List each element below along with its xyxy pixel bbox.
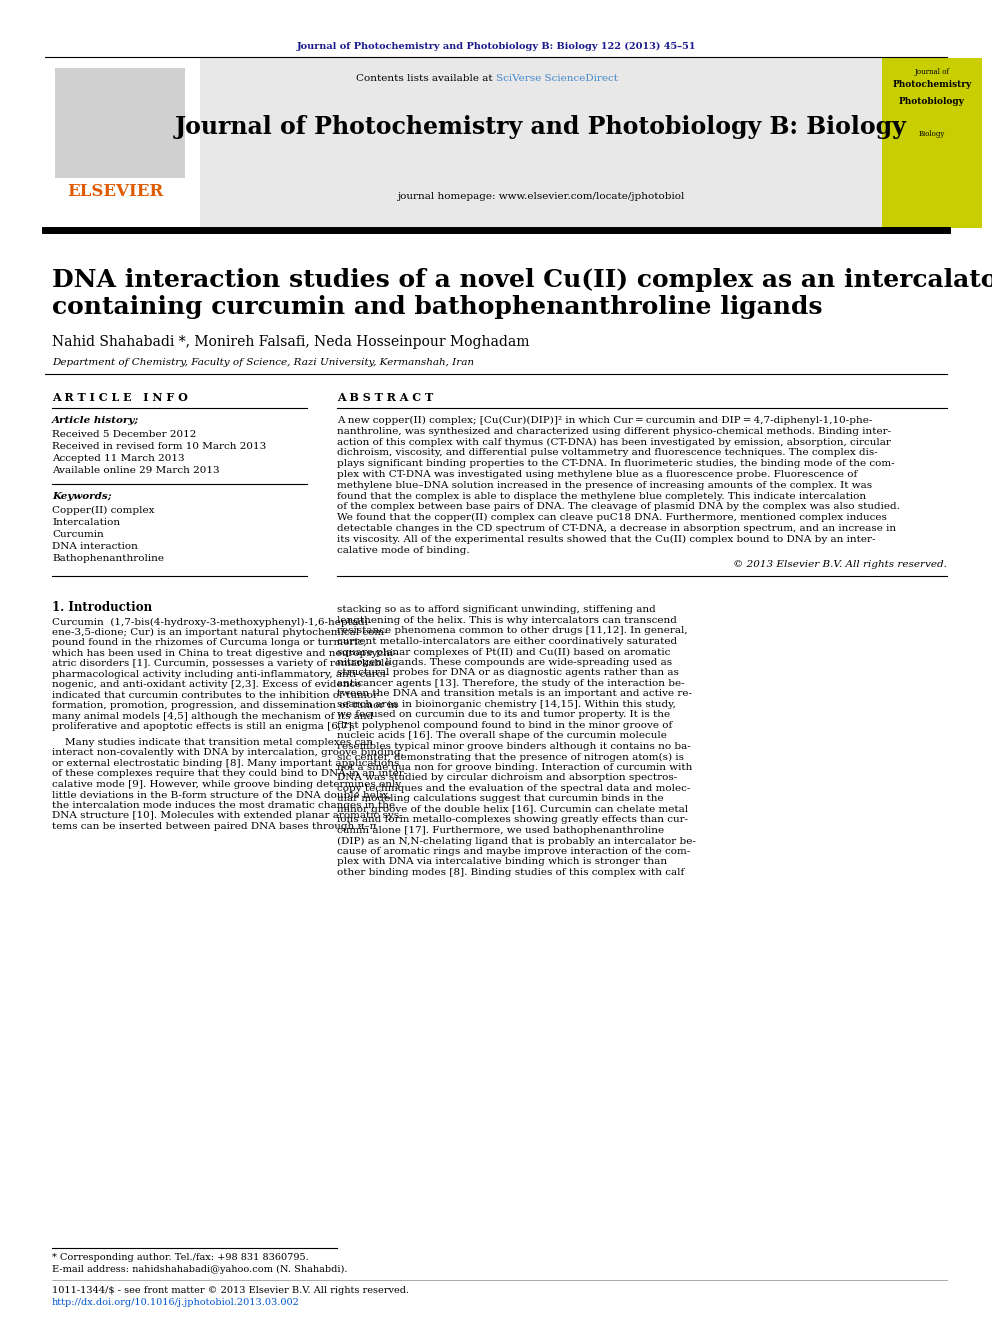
Text: Journal of: Journal of — [915, 67, 949, 75]
Text: containing curcumin and bathophenanthroline ligands: containing curcumin and bathophenanthrol… — [52, 295, 822, 319]
Text: not a sine qua non for groove binding. Interaction of curcumin with: not a sine qua non for groove binding. I… — [337, 763, 692, 771]
Text: methylene blue–DNA solution increased in the presence of increasing amounts of t: methylene blue–DNA solution increased in… — [337, 480, 872, 490]
Text: (DIP) as an N,N-chelating ligand that is probably an intercalator be-: (DIP) as an N,N-chelating ligand that is… — [337, 836, 695, 845]
Text: pharmacological activity including anti-inflammatory, anti-carci-: pharmacological activity including anti-… — [52, 669, 389, 679]
Text: 1011-1344/$ - see front matter © 2013 Elsevier B.V. All rights reserved.: 1011-1344/$ - see front matter © 2013 El… — [52, 1286, 409, 1295]
Text: detectable changes in the CD spectrum of CT-DNA, a decrease in absorption spectr: detectable changes in the CD spectrum of… — [337, 524, 896, 533]
Text: found that the complex is able to displace the methylene blue completely. This i: found that the complex is able to displa… — [337, 492, 866, 500]
Text: stacking so as to afford significant unwinding, stiffening and: stacking so as to afford significant unw… — [337, 606, 656, 614]
Text: indicated that curcumin contributes to the inhibition of tumor: indicated that curcumin contributes to t… — [52, 691, 378, 700]
Text: square planar complexes of Pt(II) and Cu(II) based on aromatic: square planar complexes of Pt(II) and Cu… — [337, 647, 671, 656]
Text: pound found in the rhizomes of Curcuma longa or turmeric,: pound found in the rhizomes of Curcuma l… — [52, 639, 367, 647]
Text: tween the DNA and transition metals is an important and active re-: tween the DNA and transition metals is a… — [337, 689, 692, 699]
Text: many animal models [4,5] although the mechanism of its and: many animal models [4,5] although the me… — [52, 712, 373, 721]
Text: copy techniques and the evaluation of the spectral data and molec-: copy techniques and the evaluation of th… — [337, 785, 690, 792]
Text: first polyphenol compound found to bind in the minor groove of: first polyphenol compound found to bind … — [337, 721, 673, 730]
Text: A B S T R A C T: A B S T R A C T — [337, 392, 434, 404]
Text: Department of Chemistry, Faculty of Science, Razi University, Kermanshah, Iran: Department of Chemistry, Faculty of Scie… — [52, 359, 474, 366]
Text: we focused on curcumin due to its and tumor property. It is the: we focused on curcumin due to its and tu… — [337, 710, 671, 720]
Text: minor groove of the double helix [16]. Curcumin can chelate metal: minor groove of the double helix [16]. C… — [337, 804, 688, 814]
Text: nanthroline, was synthesized and characterized using different physico-chemical : nanthroline, was synthesized and charact… — [337, 427, 891, 435]
Text: Photochemistry: Photochemistry — [893, 79, 971, 89]
Text: nitrogen ligands. These compounds are wide-spreading used as: nitrogen ligands. These compounds are wi… — [337, 658, 673, 667]
Text: nucleic acids [16]. The overall shape of the curcumin molecule: nucleic acids [16]. The overall shape of… — [337, 732, 667, 741]
Text: plex with DNA via intercalative binding which is stronger than: plex with DNA via intercalative binding … — [337, 857, 668, 867]
Text: resistance phenomena common to other drugs [11,12]. In general,: resistance phenomena common to other dru… — [337, 626, 687, 635]
Text: Many studies indicate that transition metal complexes can: Many studies indicate that transition me… — [52, 738, 373, 747]
Text: resembles typical minor groove binders although it contains no ba-: resembles typical minor groove binders a… — [337, 742, 690, 751]
Text: 1. Introduction: 1. Introduction — [52, 602, 152, 614]
Text: structural probes for DNA or as diagnostic agents rather than as: structural probes for DNA or as diagnost… — [337, 668, 679, 677]
Text: plays significant binding properties to the CT-DNA. In fluorimeteric studies, th: plays significant binding properties to … — [337, 459, 895, 468]
Text: Photobiology: Photobiology — [899, 97, 965, 106]
Text: Curcumin: Curcumin — [52, 531, 104, 538]
Text: © 2013 Elsevier B.V. All rights reserved.: © 2013 Elsevier B.V. All rights reserved… — [733, 561, 947, 569]
Text: E-mail address: nahidshahabadi@yahoo.com (N. Shahabdi).: E-mail address: nahidshahabadi@yahoo.com… — [52, 1265, 347, 1274]
Text: cumin alone [17]. Furthermore, we used bathophenanthroline: cumin alone [17]. Furthermore, we used b… — [337, 826, 664, 835]
Text: the intercalation mode induces the most dramatic changes in the: the intercalation mode induces the most … — [52, 800, 395, 810]
Text: SciVerse ScienceDirect: SciVerse ScienceDirect — [496, 74, 618, 83]
Text: of the complex between base pairs of DNA. The cleavage of plasmid DNA by the com: of the complex between base pairs of DNA… — [337, 503, 900, 512]
Text: other binding modes [8]. Binding studies of this complex with calf: other binding modes [8]. Binding studies… — [337, 868, 684, 877]
Text: DNA was studied by circular dichroism and absorption spectros-: DNA was studied by circular dichroism an… — [337, 774, 678, 782]
Text: little deviations in the B-form structure of the DNA double helix,: little deviations in the B-form structur… — [52, 790, 392, 799]
Text: which has been used in China to treat digestive and neuropsychi-: which has been used in China to treat di… — [52, 648, 397, 658]
Text: Journal of Photochemistry and Photobiology B: Biology 122 (2013) 45–51: Journal of Photochemistry and Photobiolo… — [297, 42, 695, 52]
Text: We found that the copper(II) complex can cleave puC18 DNA. Furthermore, mentione: We found that the copper(II) complex can… — [337, 513, 887, 523]
Text: DNA interaction studies of a novel Cu(II) complex as an intercalator: DNA interaction studies of a novel Cu(II… — [52, 269, 992, 292]
Text: atric disorders [1]. Curcumin, possesses a variety of remarkable: atric disorders [1]. Curcumin, possesses… — [52, 659, 391, 668]
Text: Biology: Biology — [919, 130, 945, 138]
Text: Curcumin  (1,7-bis(4-hydroxy-3-methoxyphenyl)-1,6-heptadi-: Curcumin (1,7-bis(4-hydroxy-3-methoxyphe… — [52, 618, 371, 627]
Text: Intercalation: Intercalation — [52, 519, 120, 527]
Text: DNA interaction: DNA interaction — [52, 542, 138, 550]
Text: lengthening of the helix. This is why intercalators can transcend: lengthening of the helix. This is why in… — [337, 617, 677, 624]
Text: Contents lists available at: Contents lists available at — [356, 74, 496, 83]
Text: Bathophenanthroline: Bathophenanthroline — [52, 554, 164, 564]
Text: Available online 29 March 2013: Available online 29 March 2013 — [52, 466, 219, 475]
Text: nogenic, and anti-oxidant activity [2,3]. Excess of evidence: nogenic, and anti-oxidant activity [2,3]… — [52, 680, 361, 689]
Text: A new copper(II) complex; [Cu(Cur)(DIP)]² in which Cur = curcumin and DIP = 4,7-: A new copper(II) complex; [Cu(Cur)(DIP)]… — [337, 415, 872, 425]
Text: * Corresponding author. Tel./fax: +98 831 8360795.: * Corresponding author. Tel./fax: +98 83… — [52, 1253, 309, 1262]
Text: plex with CT-DNA was investigated using methylene blue as a fluorescence probe. : plex with CT-DNA was investigated using … — [337, 470, 857, 479]
Text: current metallo-intercalators are either coordinatively saturated: current metallo-intercalators are either… — [337, 636, 678, 646]
Bar — [55, 67, 185, 179]
Bar — [882, 58, 982, 228]
Text: calative mode of binding.: calative mode of binding. — [337, 545, 469, 554]
Text: http://dx.doi.org/10.1016/j.jphotobiol.2013.03.002: http://dx.doi.org/10.1016/j.jphotobiol.2… — [52, 1298, 300, 1307]
Text: ELSEVIER: ELSEVIER — [66, 183, 163, 200]
Text: dichroism, viscosity, and differential pulse voltammetry and fluorescence techni: dichroism, viscosity, and differential p… — [337, 448, 878, 458]
Text: anticancer agents [13]. Therefore, the study of the interaction be-: anticancer agents [13]. Therefore, the s… — [337, 679, 684, 688]
Text: Nahid Shahabadi *, Monireh Falsafi, Neda Hosseinpour Moghadam: Nahid Shahabadi *, Monireh Falsafi, Neda… — [52, 335, 530, 349]
Text: sic center, demonstrating that the presence of nitrogen atom(s) is: sic center, demonstrating that the prese… — [337, 753, 684, 762]
Text: Accepted 11 March 2013: Accepted 11 March 2013 — [52, 454, 185, 463]
Text: action of this complex with calf thymus (CT-DNA) has been investigated by emissi: action of this complex with calf thymus … — [337, 438, 891, 447]
Bar — [200, 58, 882, 228]
Text: Received in revised form 10 March 2013: Received in revised form 10 March 2013 — [52, 442, 266, 451]
Text: proliferative and apoptotic effects is still an enigma [6,7].: proliferative and apoptotic effects is s… — [52, 722, 355, 732]
Text: Journal of Photochemistry and Photobiology B: Biology: Journal of Photochemistry and Photobiolo… — [175, 115, 907, 139]
Text: interact non-covalently with DNA by intercalation, groove binding,: interact non-covalently with DNA by inte… — [52, 749, 404, 757]
Text: search area in bioinorganic chemistry [14,15]. Within this study,: search area in bioinorganic chemistry [1… — [337, 700, 676, 709]
Text: of these complexes require that they could bind to DNA in an inter-: of these complexes require that they cou… — [52, 770, 408, 778]
Text: calative mode [9]. However, while groove binding determines only: calative mode [9]. However, while groove… — [52, 779, 401, 789]
Text: A R T I C L E   I N F O: A R T I C L E I N F O — [52, 392, 187, 404]
Text: its viscosity. All of the experimental results showed that the Cu(II) complex bo: its viscosity. All of the experimental r… — [337, 534, 876, 544]
Text: cause of aromatic rings and maybe improve interaction of the com-: cause of aromatic rings and maybe improv… — [337, 847, 690, 856]
Text: Received 5 December 2012: Received 5 December 2012 — [52, 430, 196, 439]
Bar — [45, 58, 200, 228]
Text: tems can be inserted between paired DNA bases through π–π: tems can be inserted between paired DNA … — [52, 822, 377, 831]
Text: or external electrostatic binding [8]. Many important applications: or external electrostatic binding [8]. M… — [52, 759, 400, 767]
Text: Keywords;: Keywords; — [52, 492, 112, 501]
Text: journal homepage: www.elsevier.com/locate/jphotobiol: journal homepage: www.elsevier.com/locat… — [398, 192, 684, 201]
Text: ular modeling calculations suggest that curcumin binds in the: ular modeling calculations suggest that … — [337, 794, 664, 803]
Text: formation, promotion, progression, and dissemination of tumor in: formation, promotion, progression, and d… — [52, 701, 398, 710]
Text: DNA structure [10]. Molecules with extended planar aromatic sys-: DNA structure [10]. Molecules with exten… — [52, 811, 403, 820]
Text: ene-3,5-dione; Cur) is an important natural phytochemical com-: ene-3,5-dione; Cur) is an important natu… — [52, 628, 388, 638]
Text: Copper(II) complex: Copper(II) complex — [52, 505, 155, 515]
Text: ions and form metallo-complexes showing greatly effects than cur-: ions and form metallo-complexes showing … — [337, 815, 688, 824]
Text: Article history;: Article history; — [52, 415, 139, 425]
